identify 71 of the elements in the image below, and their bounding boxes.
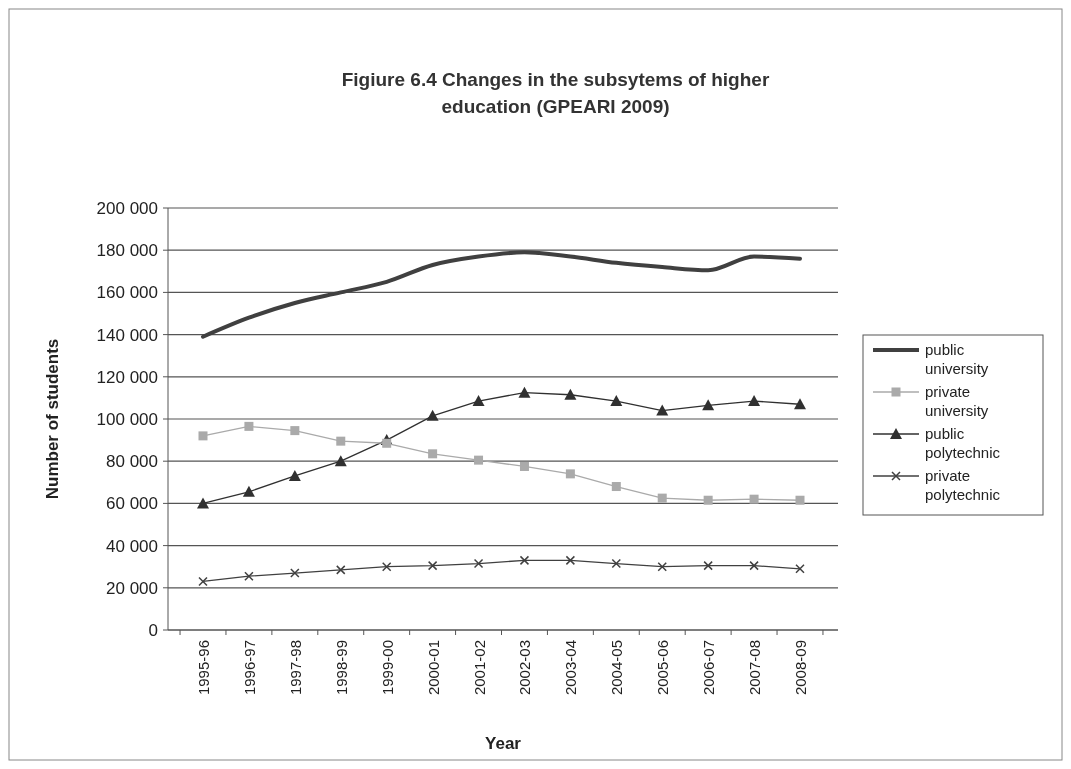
point: [244, 421, 254, 431]
point: [703, 560, 713, 571]
y-tick-label: 120 000: [96, 367, 158, 387]
y-tick-label: 20 000: [106, 578, 158, 598]
chart-title: Figiure 6.4 Changes in the subsytems of higher education (GPEARI 2009): [341, 69, 770, 117]
x-axis-title: Year: [485, 734, 522, 753]
x-tick-label: 2005-06: [654, 640, 672, 696]
point: [518, 386, 531, 398]
y-tick-label: 180 000: [96, 241, 158, 261]
y-tick-label: 40 000: [106, 536, 158, 556]
point: [611, 558, 622, 569]
point: [519, 555, 530, 566]
x-tick-label: 2001-02: [470, 640, 488, 696]
point: [656, 404, 669, 416]
point: [336, 565, 346, 575]
line-series: [201, 250, 802, 339]
point: [334, 455, 347, 467]
point: [288, 469, 301, 481]
x-tick-label: 2000-01: [424, 640, 442, 696]
point: [197, 497, 209, 509]
point: [426, 409, 439, 421]
y-tick-label: 80 000: [106, 452, 158, 472]
x-tick-label: 2002-03: [516, 640, 534, 696]
point: [657, 493, 667, 503]
point: [565, 555, 576, 566]
point: [473, 558, 484, 569]
y-tick-label: 100 000: [96, 409, 158, 429]
point: [290, 568, 300, 578]
point: [427, 560, 438, 571]
point: [749, 560, 759, 571]
point: [244, 571, 254, 581]
x-tick-label: 2006-07: [700, 640, 718, 696]
point: [748, 395, 761, 407]
point: [242, 485, 255, 497]
point: [564, 388, 577, 400]
point: [472, 395, 485, 407]
point: [336, 436, 346, 446]
x-tick-label: 1996-97: [240, 640, 258, 696]
x-tick-label: 1998-99: [332, 640, 350, 696]
x-tick-label: 1997-98: [286, 640, 304, 696]
y-tick-label: 0: [148, 620, 158, 640]
point: [519, 461, 529, 471]
point: [794, 398, 806, 410]
x-tick-label: 1995-96: [195, 640, 212, 696]
point: [565, 469, 575, 479]
point: [610, 395, 623, 407]
x-tick-label: 2003-04: [562, 640, 580, 696]
y-axis-title: Number of students: [43, 338, 62, 500]
point: [198, 576, 208, 587]
point: [657, 561, 667, 572]
point: [749, 494, 759, 504]
x-tick-label: 2007-08: [746, 640, 764, 696]
point: [702, 399, 715, 411]
point: [474, 455, 484, 465]
point: [382, 438, 392, 448]
point: [795, 495, 805, 505]
y-tick-label: 140 000: [96, 325, 158, 345]
x-tick-label: 2004-05: [608, 640, 626, 696]
y-tick-label: 60 000: [106, 494, 158, 514]
point: [381, 561, 392, 572]
x-tick-label: 2008-09: [792, 640, 809, 696]
point: [290, 426, 300, 436]
point: [795, 564, 805, 574]
legend-label: private polytechnic: [925, 467, 1001, 503]
x-tick-label: 1999-00: [378, 640, 396, 696]
point: [428, 449, 438, 459]
point: [703, 495, 713, 505]
y-tick-label: 200 000: [96, 198, 158, 218]
y-tick-label: 160 000: [96, 283, 158, 303]
point: [611, 482, 621, 492]
point: [198, 431, 208, 441]
